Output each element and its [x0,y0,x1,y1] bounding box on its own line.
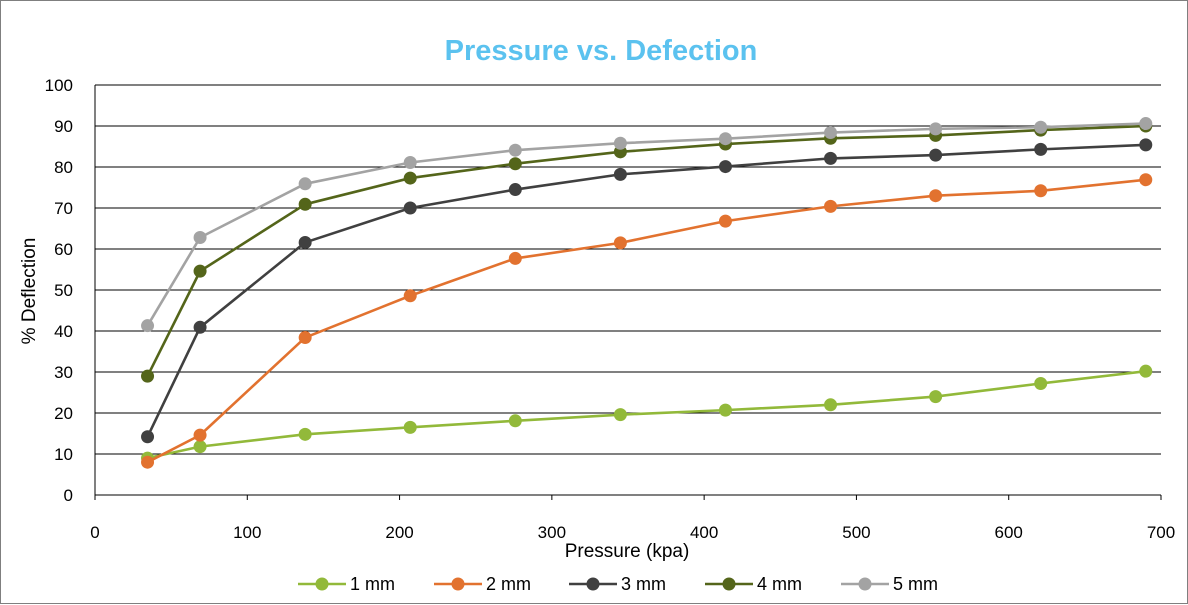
gridlines [95,84,1161,455]
y-tick-label: 20 [54,404,73,423]
series-line [147,369,1146,460]
data-point [718,403,732,417]
series-lines [141,117,1153,469]
x-tick-label: 700 [1147,523,1175,542]
data-point [403,201,417,215]
data-point [929,189,943,203]
data-point [298,177,312,191]
x-tick-label: 600 [995,523,1023,542]
series-2-mm [141,173,1153,469]
y-tick-label: 60 [54,240,73,259]
legend-swatch-marker [722,577,736,591]
data-point [824,151,838,165]
data-point [929,122,943,136]
legend-swatch-marker [451,577,465,591]
y-tick-label: 70 [54,199,73,218]
legend-swatch-marker [858,577,872,591]
data-point [613,167,627,181]
data-point [508,414,522,428]
legend-label: 4 mm [757,574,802,594]
data-point [141,369,155,383]
legend-label: 2 mm [486,574,531,594]
data-point [613,408,627,422]
data-point [141,455,155,469]
series-line [146,122,1146,327]
data-point [403,420,417,434]
data-point [193,231,207,245]
data-point [403,155,417,169]
data-point [1034,120,1048,134]
data-point [613,236,627,250]
x-tick-label: 500 [842,523,870,542]
series-line [146,178,1146,464]
data-point [193,440,207,454]
data-point [929,390,943,404]
data-point [141,430,155,444]
data-point [1034,376,1048,390]
data-point [1034,184,1048,198]
legend-label: 1 mm [350,574,395,594]
data-point [403,171,417,185]
data-point [1139,173,1153,187]
legend-label: 3 mm [621,574,666,594]
x-axis-title: Pressure (kpa) [565,541,690,562]
data-point [718,214,732,228]
legend-label: 5 mm [893,574,938,594]
x-tick-label: 100 [233,523,261,542]
data-point [508,143,522,157]
data-point [1139,138,1153,152]
data-point [403,289,417,303]
data-point [508,251,522,265]
data-point [508,157,522,171]
legend: 1 mm 2 mm 3 mm 4 mm 5 mm [298,574,938,594]
legend-item: 5 mm [841,574,938,594]
data-point [718,160,732,174]
y-tick-label: 0 [64,486,73,505]
y-axis-title: % Deflection [19,238,40,345]
data-point [193,320,207,334]
series-line [146,124,1146,377]
data-point [1139,364,1153,378]
data-point [824,126,838,140]
axes: 0 10 20 30 40 50 60 70 80 90 100 0 100 200 300 400 500 60… [45,76,1176,542]
data-point [298,331,312,345]
data-point [1034,142,1048,156]
series-1-mm [141,364,1153,465]
legend-item: 1 mm [298,574,395,594]
series-3-mm [141,138,1153,444]
x-tick-label: 400 [690,523,718,542]
data-point [298,427,312,441]
data-point [508,183,522,197]
data-point [298,235,312,249]
legend-item: 2 mm [434,574,531,594]
y-tick-label: 10 [54,445,73,464]
data-point [824,199,838,213]
y-tick-label: 90 [54,117,73,136]
data-point [193,264,207,278]
legend-item: 4 mm [705,574,802,594]
data-point [141,319,155,333]
data-point [929,148,943,162]
legend-item: 3 mm [569,574,666,594]
chart-title: Pressure vs. Defection [445,35,758,67]
y-tick-label: 100 [45,76,73,95]
legend-swatch-marker [586,577,600,591]
data-point [193,428,207,442]
y-tick-label: 80 [54,158,73,177]
series-5-mm [141,117,1153,333]
legend-swatch-marker [315,577,329,591]
y-tick-label: 50 [54,281,73,300]
data-point [824,398,838,412]
y-tick-label: 30 [54,363,73,382]
x-tick-label: 0 [90,523,99,542]
data-point [298,197,312,211]
data-point [613,136,627,150]
y-tick-label: 40 [54,322,73,341]
data-point [1139,117,1153,131]
x-tick-label: 300 [538,523,566,542]
x-tick-label: 200 [385,523,413,542]
data-point [718,132,732,146]
